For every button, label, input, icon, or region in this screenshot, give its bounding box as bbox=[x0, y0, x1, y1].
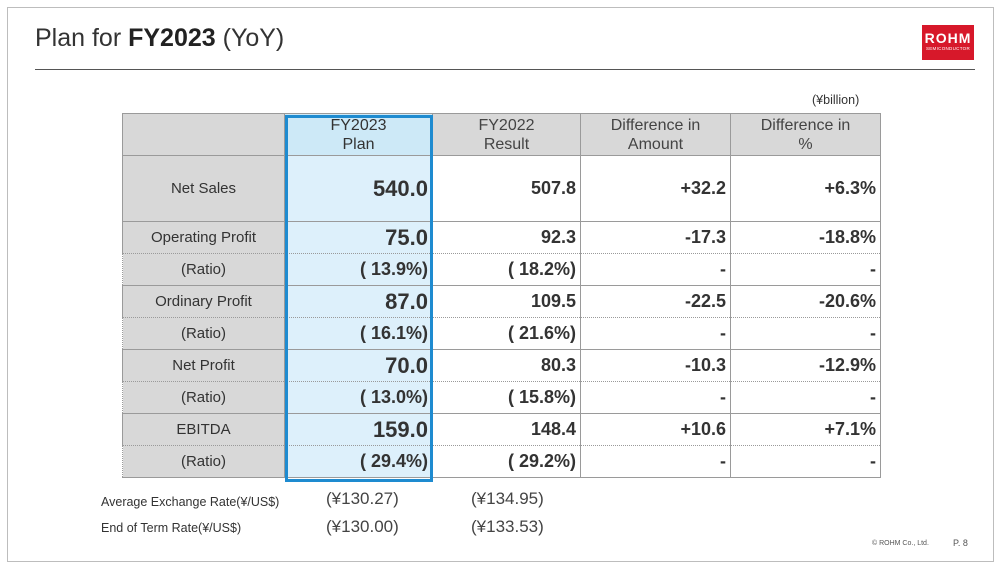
table-row-ebitda: EBITDA 159.0 148.4 +10.6 +7.1% bbox=[122, 413, 881, 446]
logo-subtext: SEMICONDUCTOR bbox=[925, 46, 971, 51]
unit-label: (¥billion) bbox=[812, 93, 860, 107]
plan-value: ( 13.9%) bbox=[284, 253, 433, 286]
page-number: P. 8 bbox=[953, 538, 968, 548]
copyright: © ROHM Co., Ltd. bbox=[872, 540, 929, 547]
diff-amount-value: +32.2 bbox=[580, 155, 731, 222]
diff-pct-value: - bbox=[730, 253, 881, 286]
diff-pct-value: - bbox=[730, 381, 881, 414]
result-value: ( 29.2%) bbox=[432, 445, 581, 478]
table-row-operating-profit: Operating Profit 75.0 92.3 -17.3 -18.8% bbox=[122, 221, 881, 254]
table-row-net-sales: Net Sales 540.0 507.8 +32.2 +6.3% bbox=[122, 155, 881, 222]
diff-pct-value: -12.9% bbox=[730, 349, 881, 382]
page-title: Plan for FY2023 (YoY) bbox=[35, 24, 284, 53]
header-result: FY2022 Result bbox=[432, 113, 581, 156]
result-value: 109.5 bbox=[432, 285, 581, 318]
diff-amount-value: +10.6 bbox=[580, 413, 731, 446]
table-row-net-profit: Net Profit 70.0 80.3 -10.3 -12.9% bbox=[122, 349, 881, 382]
diff-amount-value: -10.3 bbox=[580, 349, 731, 382]
result-value: 507.8 bbox=[432, 155, 581, 222]
header-plan: FY2023 Plan bbox=[284, 113, 433, 156]
rohm-logo: ROHM SEMICONDUCTOR bbox=[922, 25, 974, 60]
plan-value: 540.0 bbox=[284, 155, 433, 222]
title-prefix: Plan for bbox=[35, 24, 129, 52]
diff-amount-value: -22.5 bbox=[580, 285, 731, 318]
plan-value: 75.0 bbox=[284, 221, 433, 254]
result-value: ( 18.2%) bbox=[432, 253, 581, 286]
average-rate-result: (¥134.95) bbox=[471, 489, 544, 508]
diff-amount-value: - bbox=[580, 317, 731, 350]
row-label: (Ratio) bbox=[122, 381, 285, 414]
header-diff-amount: Difference in Amount bbox=[580, 113, 731, 156]
table-row-net-ratio: (Ratio) ( 13.0%) ( 15.8%) - - bbox=[122, 381, 881, 414]
table-row-ebitda-ratio: (Ratio) ( 29.4%) ( 29.2%) - - bbox=[122, 445, 881, 478]
row-label: Net Profit bbox=[122, 349, 285, 382]
row-label: (Ratio) bbox=[122, 253, 285, 286]
header-row: FY2023 Plan FY2022 Result Difference in Amo… bbox=[122, 113, 881, 156]
result-value: 80.3 bbox=[432, 349, 581, 382]
row-label: Net Sales bbox=[122, 155, 285, 222]
diff-pct-value: - bbox=[730, 445, 881, 478]
result-value: ( 21.6%) bbox=[432, 317, 581, 350]
table-row-operating-ratio: (Ratio) ( 13.9%) ( 18.2%) - - bbox=[122, 253, 881, 286]
table-row-ordinary-profit: Ordinary Profit 87.0 109.5 -22.5 -20.6% bbox=[122, 285, 881, 318]
diff-amount-value: - bbox=[580, 445, 731, 478]
table-row-ordinary-ratio: (Ratio) ( 16.1%) ( 21.6%) - - bbox=[122, 317, 881, 350]
diff-amount-value: -17.3 bbox=[580, 221, 731, 254]
diff-pct-value: - bbox=[730, 317, 881, 350]
result-value: 148.4 bbox=[432, 413, 581, 446]
row-label: EBITDA bbox=[122, 413, 285, 446]
average-rate-label: Average Exchange Rate(¥/US$) bbox=[101, 495, 280, 509]
logo-text: ROHM bbox=[924, 30, 972, 46]
diff-pct-value: -18.8% bbox=[730, 221, 881, 254]
diff-amount-value: - bbox=[580, 253, 731, 286]
title-suffix: (YoY) bbox=[215, 24, 285, 52]
plan-value: ( 16.1%) bbox=[284, 317, 433, 350]
plan-table: FY2023 Plan FY2022 Result Difference in Amo… bbox=[122, 113, 881, 478]
result-value: ( 15.8%) bbox=[432, 381, 581, 414]
diff-amount-value: - bbox=[580, 381, 731, 414]
slide-frame bbox=[7, 7, 994, 562]
row-label: (Ratio) bbox=[122, 445, 285, 478]
plan-value: 87.0 bbox=[284, 285, 433, 318]
row-label: (Ratio) bbox=[122, 317, 285, 350]
result-value: 92.3 bbox=[432, 221, 581, 254]
end-rate-result: (¥133.53) bbox=[471, 517, 544, 536]
header-diff-pct: Difference in% bbox=[730, 113, 881, 156]
row-label: Operating Profit bbox=[122, 221, 285, 254]
header-blank bbox=[122, 113, 285, 156]
end-rate-plan: (¥130.00) bbox=[326, 517, 399, 536]
average-rate-plan: (¥130.27) bbox=[326, 489, 399, 508]
plan-value: ( 29.4%) bbox=[284, 445, 433, 478]
end-rate-label: End of Term Rate(¥/US$) bbox=[101, 521, 242, 535]
row-label: Ordinary Profit bbox=[122, 285, 285, 318]
diff-pct-value: -20.6% bbox=[730, 285, 881, 318]
title-bold: FY2023 bbox=[128, 24, 216, 52]
plan-value: 70.0 bbox=[284, 349, 433, 382]
plan-value: 159.0 bbox=[284, 413, 433, 446]
plan-value: ( 13.0%) bbox=[284, 381, 433, 414]
diff-pct-value: +7.1% bbox=[730, 413, 881, 446]
title-divider bbox=[35, 69, 975, 70]
diff-pct-value: +6.3% bbox=[730, 155, 881, 222]
